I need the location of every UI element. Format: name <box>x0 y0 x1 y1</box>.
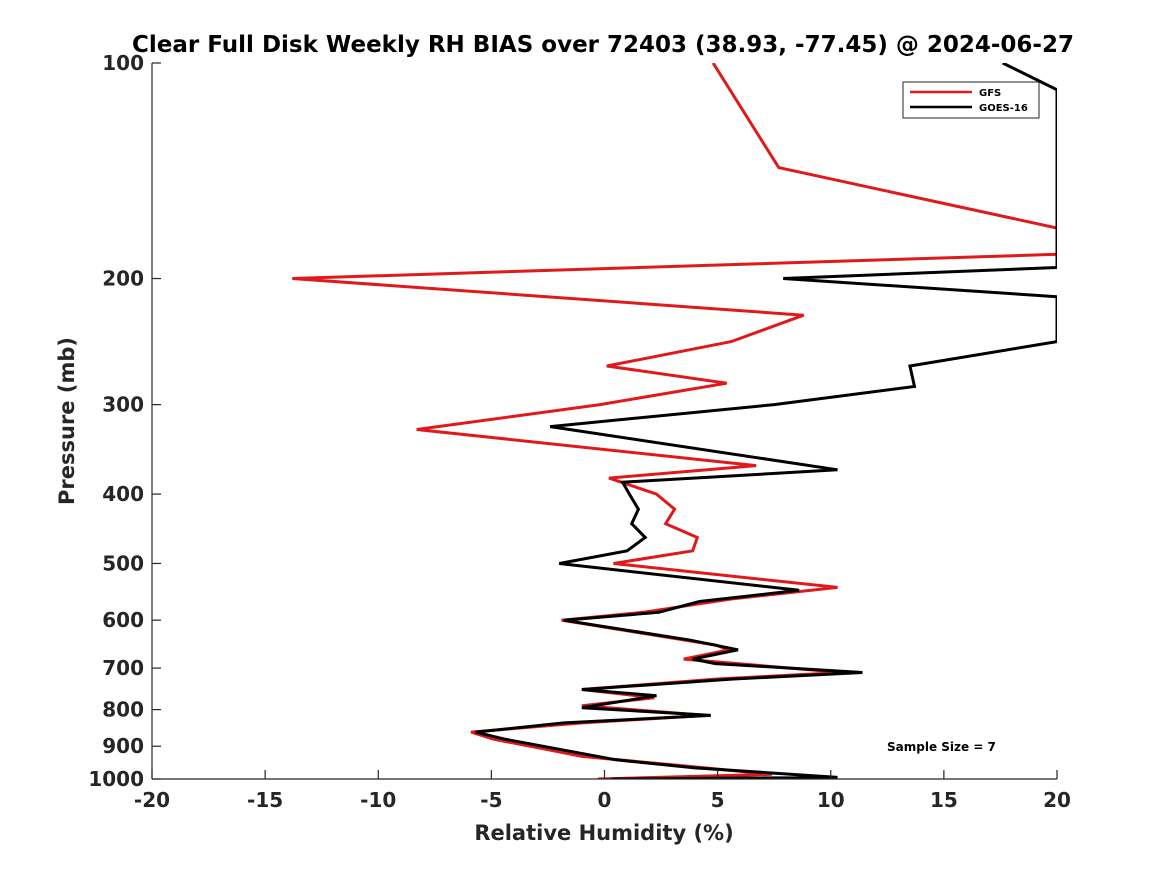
y-axis-label: Pressure (mb) <box>55 337 79 505</box>
chart-title: Clear Full Disk Weekly RH BIAS over 7240… <box>132 32 1074 58</box>
x-tick-label: 0 <box>598 788 612 812</box>
series-layer <box>292 63 1057 779</box>
series-line-goes16 <box>475 63 1057 779</box>
y-tick-label: 300 <box>102 393 144 417</box>
y-ticks: 100 200 300 400 500 600 700 800 900 1000 <box>88 51 161 791</box>
y-tick-label: 800 <box>102 698 144 722</box>
x-axis-label: Relative Humidity (%) <box>474 821 733 845</box>
sample-size-annotation: Sample Size = 7 <box>887 740 996 754</box>
y-tick-label: 400 <box>102 482 144 506</box>
legend-box <box>902 81 1040 119</box>
x-tick-label: -20 <box>134 788 170 812</box>
y-tick-label: 700 <box>102 656 144 680</box>
x-tick-label: -15 <box>247 788 283 812</box>
x-tick-label: 20 <box>1043 788 1071 812</box>
legend: GFS GOES-16 <box>902 81 1040 119</box>
x-ticks: -20 -15 -10 -5 0 5 10 15 20 <box>134 770 1071 812</box>
x-tick-label: 5 <box>711 788 725 812</box>
y-tick-label: 100 <box>102 51 144 75</box>
y-tick-label: 1000 <box>88 767 144 791</box>
x-tick-label: 15 <box>930 788 958 812</box>
y-tick-label: 900 <box>102 734 144 758</box>
legend-label-goes16: GOES-16 <box>979 103 1028 114</box>
x-tick-label: 10 <box>817 788 845 812</box>
x-tick-label: -5 <box>480 788 502 812</box>
x-tick-label: -10 <box>360 788 396 812</box>
y-tick-label: 200 <box>102 267 144 291</box>
legend-label-gfs: GFS <box>979 88 1001 99</box>
y-tick-label: 500 <box>102 551 144 575</box>
y-tick-label: 600 <box>102 608 144 632</box>
